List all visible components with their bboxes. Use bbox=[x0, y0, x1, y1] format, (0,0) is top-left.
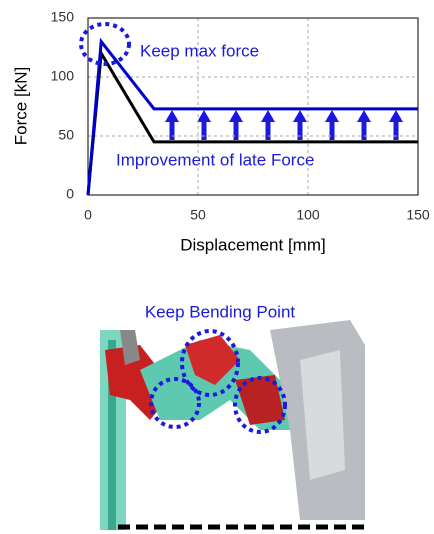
arrow-head bbox=[229, 110, 243, 122]
y-tick-label: 50 bbox=[58, 127, 74, 143]
figure: Keep Bending Point Force [kN] Displaceme… bbox=[0, 0, 434, 534]
series-line bbox=[88, 53, 418, 195]
y-tick-label: 0 bbox=[66, 186, 74, 202]
arrow-head bbox=[261, 110, 275, 122]
annotation: Improvement of late Force bbox=[116, 150, 314, 169]
y-tick-label: 100 bbox=[51, 68, 75, 84]
x-axis-label: Displacement [mm] bbox=[180, 235, 325, 254]
arrow-head bbox=[357, 110, 371, 122]
x-tick-label: 50 bbox=[190, 207, 206, 223]
arrow-head bbox=[389, 110, 403, 122]
arrow-head bbox=[325, 110, 339, 122]
arrow-head bbox=[197, 110, 211, 122]
y-tick-label: 150 bbox=[51, 9, 75, 25]
x-tick-label: 150 bbox=[406, 207, 430, 223]
arrows bbox=[165, 110, 403, 140]
arrow-head bbox=[165, 110, 179, 122]
simulation-image bbox=[100, 320, 368, 530]
x-tick-label: 0 bbox=[84, 207, 92, 223]
x-tick-label: 100 bbox=[296, 207, 320, 223]
arrow-head bbox=[293, 110, 307, 122]
annotation: Keep max force bbox=[140, 41, 259, 60]
y-axis-label: Force [kN] bbox=[11, 67, 30, 145]
caption: Keep Bending Point bbox=[145, 302, 296, 321]
